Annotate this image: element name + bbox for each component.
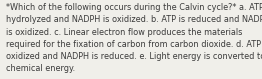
Text: *Which of the following occurs during the Calvin cycle?* a. ATP is: *Which of the following occurs during th… [6, 3, 262, 12]
Text: hydrolyzed and NADPH is oxidized. b. ATP is reduced and NADPH: hydrolyzed and NADPH is oxidized. b. ATP… [6, 15, 262, 24]
Text: oxidized and NADPH is reduced. e. Light energy is converted to: oxidized and NADPH is reduced. e. Light … [6, 52, 262, 61]
Text: required for the fixation of carbon from carbon dioxide. d. ATP is: required for the fixation of carbon from… [6, 40, 262, 49]
Text: is oxidized. c. Linear electron flow produces the materials: is oxidized. c. Linear electron flow pro… [6, 28, 242, 37]
Text: chemical energy.: chemical energy. [6, 64, 75, 73]
